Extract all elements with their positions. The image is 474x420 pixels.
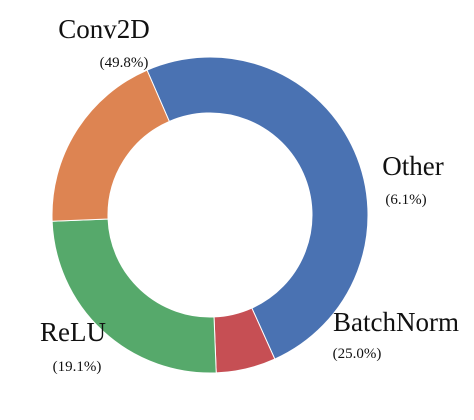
- slice-label-conv2d: Conv2D: [58, 14, 150, 44]
- slice-batchnorm: [51, 218, 217, 374]
- slice-conv2d: [146, 56, 369, 360]
- slice-pct-conv2d: (49.8%): [100, 55, 149, 71]
- slice-label-batchnorm: BatchNorm: [333, 307, 459, 337]
- slice-pct-relu: (19.1%): [53, 359, 102, 375]
- slice-label-relu: ReLU: [40, 317, 106, 347]
- slice-label-other: Other: [382, 151, 443, 181]
- slice-relu: [51, 69, 170, 222]
- donut-slices: [51, 56, 369, 374]
- slice-pct-batchnorm: (25.0%): [333, 346, 382, 362]
- slice-pct-other: (6.1%): [385, 192, 426, 208]
